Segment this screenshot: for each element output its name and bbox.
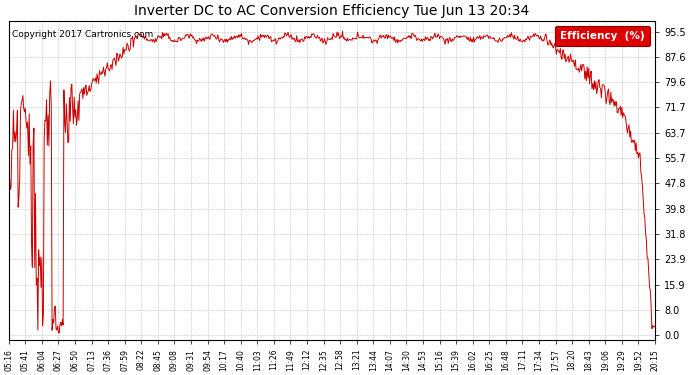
Title: Inverter DC to AC Conversion Efficiency Tue Jun 13 20:34: Inverter DC to AC Conversion Efficiency … <box>135 4 529 18</box>
Legend: Efficiency  (%): Efficiency (%) <box>555 26 650 46</box>
Text: Copyright 2017 Cartronics.com: Copyright 2017 Cartronics.com <box>12 30 153 39</box>
